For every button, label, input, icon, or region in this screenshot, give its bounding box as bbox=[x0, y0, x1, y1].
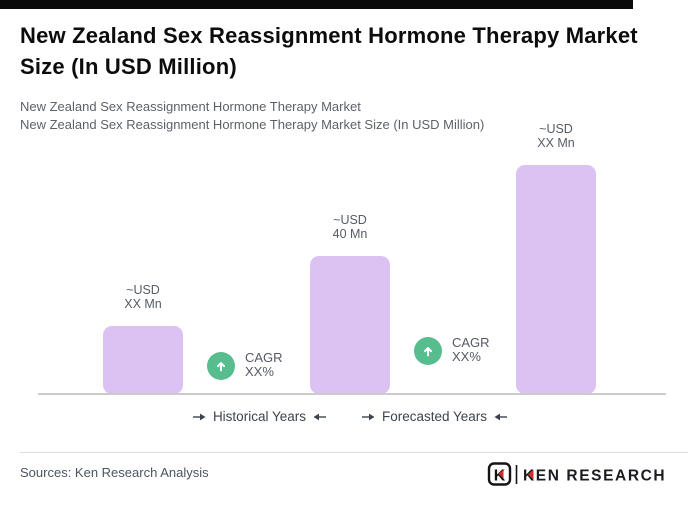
cagr2-line2: XX% bbox=[452, 349, 481, 364]
arrow-up-icon bbox=[216, 362, 226, 372]
cagr-label-2: CAGR XX% bbox=[452, 336, 490, 364]
cagr-badge-2 bbox=[414, 337, 442, 365]
bar2-value-line1: ~USD bbox=[333, 213, 367, 227]
ken-research-logo: K KEN RESEARCH bbox=[487, 461, 667, 493]
logo-emblem: K bbox=[487, 462, 512, 486]
arrow-right-icon bbox=[361, 413, 375, 420]
bar1-value-label: ~USD XX Mn bbox=[83, 283, 203, 311]
cagr-badge-1 bbox=[207, 352, 235, 380]
logo-text: KEN RESEARCH bbox=[523, 468, 666, 485]
legend-forecasted-label: Forecasted Years bbox=[381, 409, 488, 424]
page-title: New Zealand Sex Reassignment Hormone The… bbox=[20, 23, 638, 79]
arrow-left-icon bbox=[313, 413, 326, 420]
chart-subtitle-line-2: New Zealand Sex Reassignment Hormone The… bbox=[20, 117, 485, 132]
chart-legend: Historical Years Forecasted Years bbox=[0, 409, 700, 424]
chart-subtitle-line-1: New Zealand Sex Reassignment Hormone The… bbox=[20, 99, 361, 114]
bar3-value-label: ~USD XX Mn bbox=[496, 122, 616, 150]
bar1-value-line2: XX Mn bbox=[124, 297, 162, 311]
cagr2-line1: CAGR bbox=[452, 335, 490, 350]
top-accent-bar bbox=[0, 0, 633, 9]
logo-emblem-letter: K bbox=[494, 468, 506, 485]
bar3-value-line1: ~USD bbox=[539, 122, 573, 136]
logo-text-red-wedge bbox=[528, 469, 534, 480]
bar2-value-label: ~USD 40 Mn bbox=[290, 213, 410, 241]
legend-forecasted-years: Forecasted Years bbox=[361, 409, 508, 424]
x-axis-baseline bbox=[38, 393, 666, 395]
chart-bar-3 bbox=[516, 165, 596, 394]
bar3-value-line2: XX Mn bbox=[537, 136, 575, 150]
cagr1-line2: XX% bbox=[245, 364, 274, 379]
bar1-value-line1: ~USD bbox=[126, 283, 160, 297]
sources-text: Sources: Ken Research Analysis bbox=[20, 465, 209, 480]
arrow-right-icon bbox=[192, 413, 206, 420]
cagr-label-1: CAGR XX% bbox=[245, 351, 283, 379]
logo-emblem-red-wedge bbox=[498, 469, 504, 479]
chart-subtitle: New Zealand Sex Reassignment Hormone The… bbox=[20, 98, 484, 134]
footer-divider bbox=[20, 452, 688, 453]
bar2-value-line2: 40 Mn bbox=[332, 227, 368, 241]
chart-bar-1 bbox=[103, 326, 183, 394]
chart-bar-2 bbox=[310, 256, 390, 394]
legend-historical-years: Historical Years bbox=[192, 409, 327, 424]
legend-historical-label: Historical Years bbox=[212, 409, 306, 424]
cagr1-line1: CAGR bbox=[245, 350, 283, 365]
arrow-up-icon bbox=[423, 347, 433, 357]
arrow-left-icon bbox=[494, 413, 508, 420]
